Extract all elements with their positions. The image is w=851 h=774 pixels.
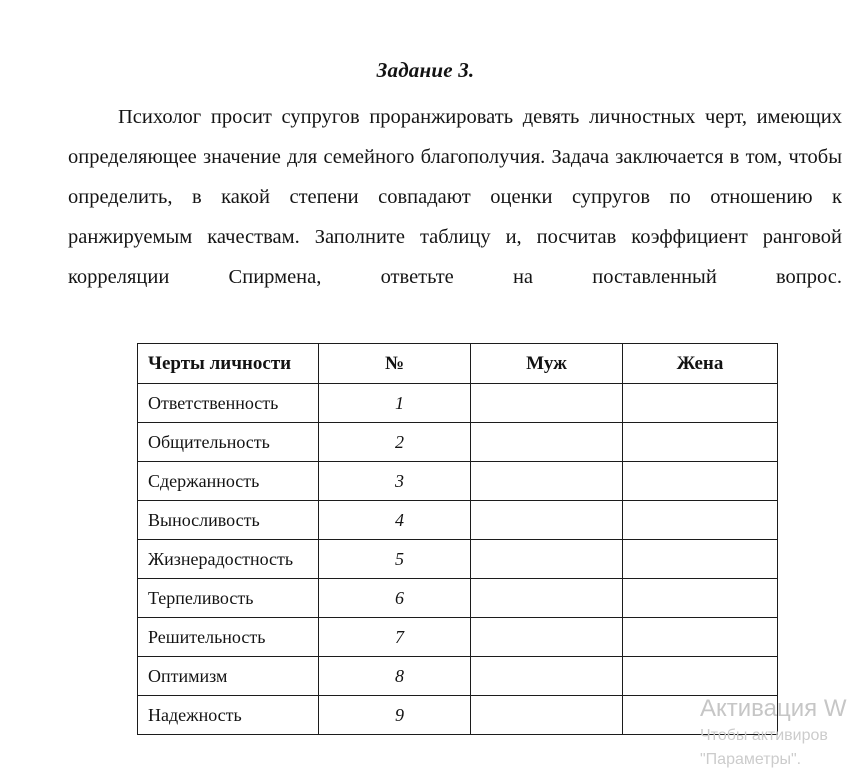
column-header-number: № [318, 343, 471, 384]
cell-wife-input[interactable] [622, 422, 778, 462]
table-row: Терпеливость 6 [137, 578, 778, 618]
table-header-row: Черты личности № Муж Жена [137, 343, 778, 384]
table-row: Общительность 2 [137, 422, 778, 462]
cell-trait: Надежность [137, 695, 319, 735]
table-row: Надежность 9 [137, 695, 778, 735]
cell-wife-input[interactable] [622, 656, 778, 696]
cell-husband-input[interactable] [470, 578, 623, 618]
cell-number: 6 [318, 578, 471, 618]
cell-wife-input[interactable] [622, 383, 778, 423]
table-row: Оптимизм 8 [137, 656, 778, 696]
cell-husband-input[interactable] [470, 422, 623, 462]
cell-wife-input[interactable] [622, 461, 778, 501]
cell-husband-input[interactable] [470, 461, 623, 501]
column-header-trait: Черты личности [137, 343, 319, 384]
cell-wife-input[interactable] [622, 539, 778, 579]
table-row: Ответственность 1 [137, 383, 778, 423]
page-title: Задание 3. [376, 58, 475, 82]
task-description-paragraph: Психолог просит супругов проранжировать … [68, 106, 842, 288]
cell-trait: Сдержанность [137, 461, 319, 501]
activation-subtext-line2: "Параметры". [700, 751, 802, 768]
table-row: Жизнерадостность 5 [137, 539, 778, 579]
cell-number: 3 [318, 461, 471, 501]
cell-number: 1 [318, 383, 471, 423]
cell-husband-input[interactable] [470, 656, 623, 696]
table-row: Решительность 7 [137, 617, 778, 657]
cell-wife-input[interactable] [622, 695, 778, 735]
cell-number: 7 [318, 617, 471, 657]
cell-number: 4 [318, 500, 471, 540]
cell-husband-input[interactable] [470, 500, 623, 540]
cell-trait: Решительность [137, 617, 319, 657]
cell-trait: Выносливость [137, 500, 319, 540]
cell-trait: Жизнерадостность [137, 539, 319, 579]
column-header-husband: Муж [470, 343, 623, 384]
cell-number: 2 [318, 422, 471, 462]
cell-husband-input[interactable] [470, 617, 623, 657]
column-header-wife: Жена [622, 343, 778, 384]
cell-husband-input[interactable] [470, 695, 623, 735]
cell-husband-input[interactable] [470, 539, 623, 579]
personality-traits-table: Черты личности № Муж Жена Ответственност… [137, 343, 778, 735]
table-body: Ответственность 1 Общительность 2 Сдержа… [137, 383, 778, 735]
cell-number: 5 [318, 539, 471, 579]
cell-wife-input[interactable] [622, 500, 778, 540]
cell-husband-input[interactable] [470, 383, 623, 423]
cell-wife-input[interactable] [622, 617, 778, 657]
cell-number: 9 [318, 695, 471, 735]
cell-trait: Ответственность [137, 383, 319, 423]
cell-trait: Терпеливость [137, 578, 319, 618]
table-row: Сдержанность 3 [137, 461, 778, 501]
cell-trait: Оптимизм [137, 656, 319, 696]
cell-trait: Общительность [137, 422, 319, 462]
cell-wife-input[interactable] [622, 578, 778, 618]
table-row: Выносливость 4 [137, 500, 778, 540]
cell-number: 8 [318, 656, 471, 696]
